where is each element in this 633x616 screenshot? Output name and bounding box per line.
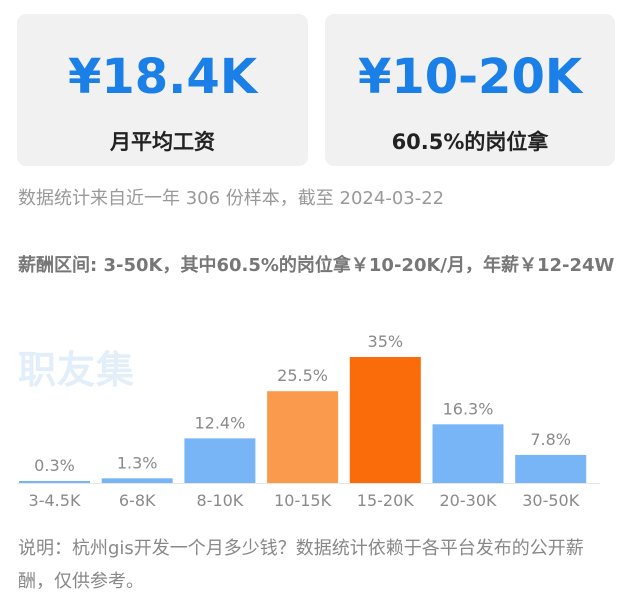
bar-15-20K xyxy=(349,357,421,483)
bar-value-label: 1.3% xyxy=(117,453,158,472)
salary-range-card: ¥10-20K 60.5%的岗位拿 xyxy=(325,14,615,166)
bar-value-label: 7.8% xyxy=(530,430,571,449)
x-tick-label: 20-30K xyxy=(440,491,497,510)
watermark-logo: 职友集 xyxy=(18,348,136,392)
bar-value-label: 12.4% xyxy=(194,413,245,432)
x-tick-label: 15-20K xyxy=(357,491,414,510)
x-tick-label: 8-10K xyxy=(196,491,243,510)
bar-6-8K xyxy=(101,478,173,483)
bar-value-label: 0.3% xyxy=(34,456,75,475)
bar-value-label: 35% xyxy=(368,332,404,351)
average-salary-card: ¥18.4K 月平均工资 xyxy=(17,14,308,166)
bar-value-label: 16.3% xyxy=(443,399,494,418)
bar-10-15K xyxy=(267,391,339,483)
x-tick-label: 3-4.5K xyxy=(29,491,81,510)
data-source-text: 数据统计来自近一年 306 份样本，截至 2024-03-22 xyxy=(18,188,445,209)
average-salary-label: 月平均工资 xyxy=(110,130,215,154)
bar-value-label: 25.5% xyxy=(277,366,328,385)
salary-range-value: ¥10-20K xyxy=(357,49,583,105)
salary-range-summary: 薪酬区间: 3-50K，其中60.5%的岗位拿￥10-20K/月，年薪￥12-2… xyxy=(18,255,615,276)
bar-8-10K xyxy=(184,438,256,483)
bar-3-4.5K xyxy=(19,481,90,483)
average-salary-value: ¥18.4K xyxy=(67,49,258,105)
bar-20-30K xyxy=(432,424,504,483)
x-tick-label: 6-8K xyxy=(119,491,156,510)
x-tick-label: 30-50K xyxy=(522,491,579,510)
footnote-text: 说明：杭州gis开发一个月多少钱？数据统计依赖于各平台发布的公开薪酬，仅供参考。 xyxy=(18,538,584,592)
salary-range-label: 60.5%的岗位拿 xyxy=(391,130,549,154)
salary-distribution-chart: 0.3% 3-4.5K 1.3% 6-8K 12.4% 8-10K 25.5% 10-15K 3… xyxy=(17,332,600,510)
x-tick-label: 10-15K xyxy=(274,491,331,510)
bar-30-50K xyxy=(515,454,587,483)
